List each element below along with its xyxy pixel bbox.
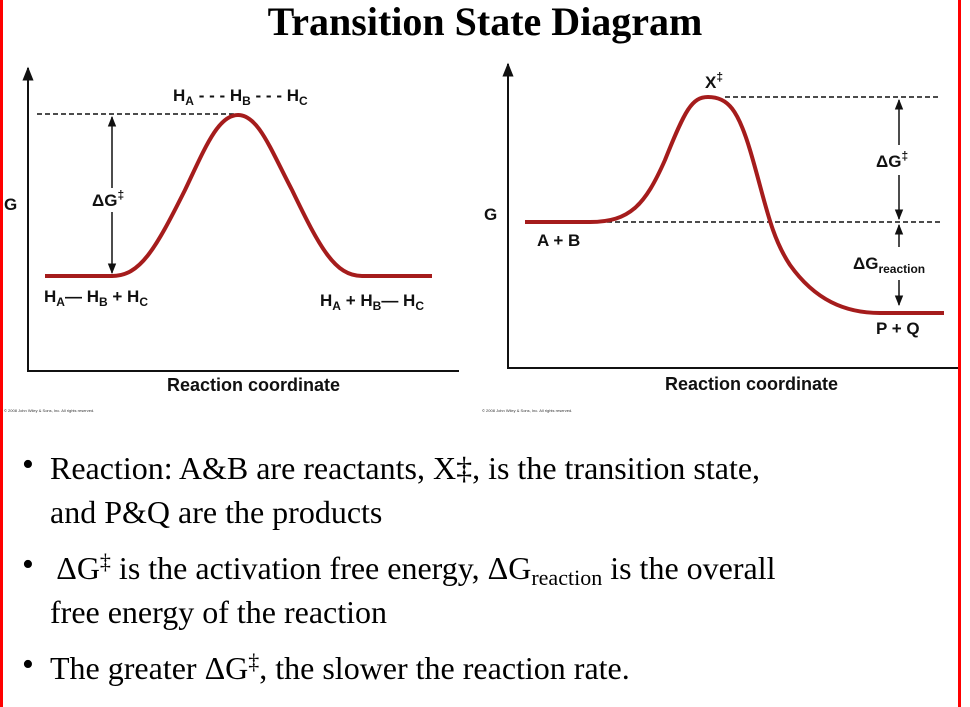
subscript: A — [332, 299, 341, 313]
bullet-reaction: Reaction: A&B are reactants, X‡, is the … — [50, 446, 940, 534]
left-y-axis-label: G — [4, 195, 18, 214]
plus: + — [345, 291, 356, 310]
bond: — — [381, 291, 399, 310]
right-x-axis-label: Reaction coordinate — [665, 374, 839, 394]
atom: H — [127, 287, 140, 306]
right-copyright: © 2008 John Wiley & Sons, Inc. All right… — [482, 408, 573, 413]
atom: H — [403, 291, 416, 310]
text: , the slower the reaction rate. — [259, 650, 630, 686]
text: is the activation free energy, ΔG — [110, 550, 532, 586]
plus: + — [112, 287, 123, 306]
atom: H — [320, 291, 333, 310]
atom: H — [286, 86, 299, 105]
right-transition-state-label: X‡ — [705, 70, 723, 93]
right-reactants-label: A + B — [537, 231, 581, 250]
double-dagger: ‡ — [117, 188, 125, 202]
subscript: C — [415, 299, 424, 313]
subscript: C — [299, 94, 308, 108]
double-dagger: ‡ — [716, 70, 724, 84]
left-reactants-label: HA— HB + HC — [44, 287, 148, 309]
diagrams-graphics — [22, 62, 958, 372]
subscript: C — [139, 295, 148, 309]
right-products-label: P + Q — [876, 319, 920, 338]
atom: H — [44, 287, 57, 306]
bullet-line: and P&Q are the products — [50, 494, 383, 530]
bullet-delta-g: ΔG‡ is the activation free energy, ΔGrea… — [50, 546, 940, 634]
left-energy-diagram — [22, 66, 459, 372]
text: is the overall — [602, 550, 776, 586]
left-products-label: HA + HB— HC — [320, 291, 424, 313]
bullet-rate: The greater ΔG‡, the slower the reaction… — [50, 646, 940, 690]
left-delta-g-label: ΔG‡ — [92, 188, 125, 211]
left-energy-curve — [45, 112, 432, 278]
subscript: A — [56, 295, 65, 309]
atom: H — [86, 287, 99, 306]
atom: H — [229, 86, 243, 105]
atom: H — [360, 291, 373, 310]
subscript: A — [185, 94, 194, 108]
right-energy-diagram — [502, 62, 958, 369]
bond: — — [64, 287, 82, 306]
left-transition-state-label: HA - - - HB - - - HC — [173, 86, 308, 108]
bullet-line: The greater ΔG‡, the slower the reaction… — [50, 646, 940, 690]
reaction-subscript: reaction — [531, 565, 603, 590]
text: The greater ΔG — [50, 650, 249, 686]
delta-g-text: ΔG — [876, 152, 902, 171]
double-dagger: ‡ — [99, 549, 111, 574]
partial-bond: - - - — [198, 86, 226, 105]
subscript: B — [98, 295, 108, 309]
left-copyright: © 2008 John Wiley & Sons, Inc. All right… — [4, 408, 95, 413]
bullet-dot: • — [22, 546, 34, 583]
x-text: X — [705, 73, 717, 92]
atom: H — [173, 86, 186, 105]
delta-g-text: ΔG — [853, 254, 879, 273]
left-x-axis-label: Reaction coordinate — [167, 375, 341, 395]
right-delta-g-label: ΔG‡ — [876, 149, 908, 172]
subscript: B — [372, 299, 382, 313]
slide-title: Transition State Diagram — [267, 0, 703, 44]
right-border — [958, 0, 961, 707]
double-dagger: ‡ — [901, 149, 909, 163]
delta-g-text: ΔG — [92, 191, 118, 210]
reaction-subscript: reaction — [878, 262, 926, 276]
partial-bond: - - - — [255, 86, 282, 105]
double-dagger: ‡ — [248, 649, 260, 674]
left-border — [0, 0, 3, 707]
bullet-line: Reaction: A&B are reactants, X‡, is the … — [50, 450, 761, 486]
subscript: B — [242, 94, 251, 108]
right-y-axis-label: G — [484, 205, 498, 224]
right-delta-g-reaction-label: ΔGreaction — [853, 254, 925, 276]
bullet-dot: • — [22, 646, 34, 683]
text: ΔG — [50, 550, 100, 586]
bullet-line: ΔG‡ is the activation free energy, ΔGrea… — [50, 546, 940, 590]
right-energy-curve — [525, 94, 944, 315]
bullet-dot: • — [22, 446, 34, 483]
bullet-line: free energy of the reaction — [50, 594, 387, 630]
